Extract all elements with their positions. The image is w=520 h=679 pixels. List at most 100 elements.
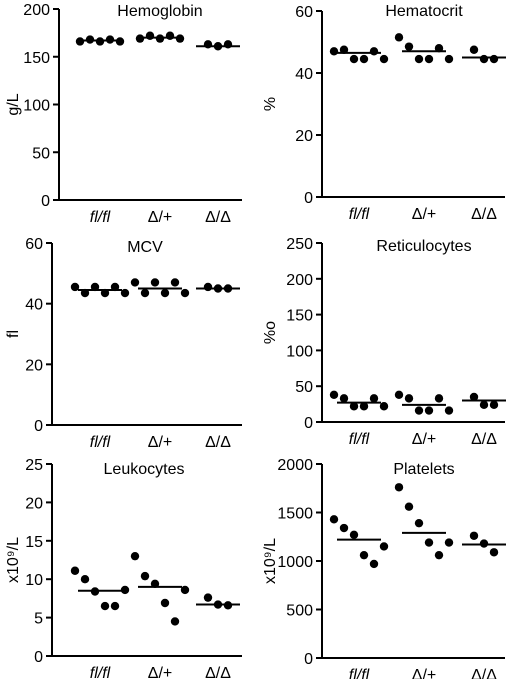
data-point: [120, 288, 130, 298]
y-tick-label: 0: [34, 418, 43, 435]
data-point: [414, 518, 424, 528]
chart-title: Leukocytes: [104, 461, 185, 478]
data-point: [145, 31, 155, 40]
y-tick-label: 15: [25, 534, 43, 551]
y-tick-label: 5: [34, 611, 43, 628]
y-tick-label: 0: [41, 193, 50, 210]
data-point: [80, 575, 90, 584]
data-point: [70, 282, 80, 292]
data-point: [469, 45, 479, 54]
data-point: [339, 394, 349, 403]
chart-panel-6: 0 500 1000 1500 2000 x10⁹/L Platelets fl/fl Δ/+ Δ…: [262, 457, 506, 679]
data-point: [369, 559, 379, 569]
data-point: [170, 617, 180, 626]
data-point: [379, 54, 389, 64]
data-point: [203, 282, 213, 292]
y-tick-label: 10: [25, 572, 43, 589]
data-point: [379, 542, 389, 551]
chart-panel-1: 0 50 100 150 200 g/L Hemoglobin fl/fl Δ/+ Δ/Δ: [5, 2, 242, 226]
data-point: [349, 530, 359, 540]
x-category-label: Δ/+: [412, 667, 436, 679]
y-tick-label: 100: [23, 98, 50, 115]
x-category-label: Δ/Δ: [471, 667, 497, 679]
data-point: [469, 531, 479, 540]
y-axis-label: %o: [262, 321, 279, 344]
data-point: [434, 394, 444, 403]
data-point: [329, 515, 339, 524]
data-point: [359, 54, 369, 64]
x-category-label: fl/fl: [90, 209, 111, 226]
data-point: [130, 278, 140, 287]
data-point: [180, 585, 190, 595]
data-point: [434, 550, 444, 560]
y-axis-label: x10⁹/L: [262, 538, 279, 584]
y-tick-label: 20: [25, 495, 43, 512]
y-axis-label: g/L: [5, 93, 22, 115]
data-point: [469, 392, 479, 402]
chart-panel-3: 0 20 40 60 fl MCV fl/fl Δ/+ Δ/Δ: [5, 236, 242, 451]
data-point: [404, 42, 414, 51]
data-point: [165, 31, 175, 40]
y-tick-label: 0: [34, 649, 43, 666]
x-category-label: Δ/+: [148, 665, 172, 679]
data-point: [404, 394, 414, 403]
data-point: [489, 548, 499, 557]
data-point: [100, 601, 110, 611]
data-point: [444, 54, 454, 64]
data-point: [424, 538, 434, 547]
y-tick-label: 200: [23, 2, 50, 19]
x-category-label: Δ/Δ: [205, 665, 231, 679]
data-point: [479, 54, 489, 64]
data-point: [444, 538, 454, 547]
x-category-label: Δ/Δ: [205, 209, 231, 226]
y-tick-label: 1000: [277, 554, 313, 571]
data-point: [160, 598, 170, 608]
x-category-label: Δ/+: [148, 209, 172, 226]
data-point: [489, 54, 499, 64]
data-point: [203, 593, 213, 602]
x-category-label: fl/fl: [349, 667, 370, 679]
y-tick-label: 100: [286, 343, 313, 360]
data-point: [424, 406, 434, 415]
x-category-label: fl/fl: [90, 665, 111, 679]
chart-title: MCV: [127, 239, 163, 256]
y-axis-label: x10⁹/L: [5, 537, 22, 583]
chart-panel-4: 0 50 100 150 200 250 %o Reticulocytes fl/fl Δ/+ Δ/…: [262, 236, 506, 448]
data-point: [140, 288, 150, 298]
data-point: [394, 483, 404, 492]
chart-title: Platelets: [393, 461, 454, 478]
data-point: [160, 288, 170, 298]
y-tick-label: 500: [286, 603, 313, 620]
data-point: [329, 47, 339, 56]
y-tick-label: 1500: [277, 506, 313, 523]
chart-panel-5: 0 5 10 15 20 25 x10⁹/L Leukocytes fl/fl Δ/+ Δ/Δ: [5, 457, 242, 679]
x-category-label: Δ/Δ: [205, 434, 231, 451]
data-point: [489, 400, 499, 410]
data-point: [444, 406, 454, 415]
data-point: [414, 54, 424, 64]
y-tick-label: 50: [295, 379, 313, 396]
data-point: [110, 601, 120, 611]
y-axis-label: fl: [5, 330, 22, 338]
y-tick-label: 20: [25, 357, 43, 374]
y-tick-label: 20: [295, 128, 313, 145]
data-point: [339, 523, 349, 533]
data-point: [359, 402, 369, 411]
x-category-label: fl/fl: [90, 434, 111, 451]
data-point: [369, 47, 379, 56]
y-tick-label: 25: [25, 457, 43, 474]
chart-title: Hemoglobin: [117, 3, 202, 20]
data-point: [150, 278, 160, 287]
data-point: [479, 400, 489, 410]
data-point: [379, 402, 389, 411]
y-axis-label: %: [262, 97, 279, 111]
data-point: [359, 550, 369, 560]
data-point: [424, 54, 434, 64]
data-point: [223, 40, 233, 49]
y-tick-label: 60: [295, 4, 313, 21]
data-point: [170, 278, 180, 287]
data-point: [329, 390, 339, 399]
data-point: [349, 54, 359, 64]
data-point: [140, 571, 150, 581]
